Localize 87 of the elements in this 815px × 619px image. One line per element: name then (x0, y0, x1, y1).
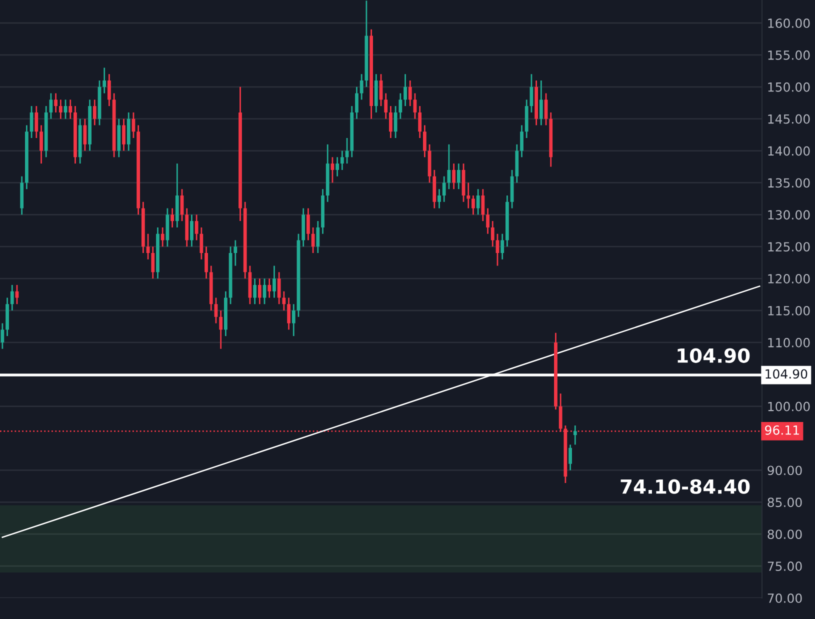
candlestick (190, 214, 194, 248)
candlestick (539, 80, 543, 126)
candlestick (272, 265, 276, 298)
candlestick (277, 271, 281, 305)
band-label: 74.10-84.40 (620, 479, 750, 494)
candlestick (340, 150, 344, 171)
candlestick (330, 156, 334, 184)
candlestick (355, 86, 358, 120)
candlestick (83, 118, 87, 152)
candlestick (54, 92, 58, 114)
y-tick-label: 145.00 (768, 114, 810, 124)
y-tick-label: 160.00 (768, 18, 810, 28)
candlestick (418, 105, 422, 139)
y-tick-label: 80.00 (768, 530, 802, 540)
candlestick (384, 92, 388, 120)
candlestick (568, 444, 572, 471)
text: 104.90 (678, 348, 750, 363)
candlestick (49, 92, 53, 120)
candlestick (204, 246, 208, 280)
candlestick (34, 105, 38, 139)
candlestick (10, 284, 14, 312)
candlestick (413, 92, 417, 120)
candlestick (490, 220, 494, 248)
candlestick (200, 226, 204, 260)
candlestick (404, 73, 407, 107)
candlestick (268, 278, 272, 298)
y-tick-label: 120.00 (768, 274, 810, 284)
y-tick-label: 70.00 (768, 593, 802, 603)
y-tick-label: 130.00 (768, 210, 810, 220)
candlestick (422, 124, 426, 158)
candlestick (292, 303, 296, 337)
candlestick (151, 246, 155, 280)
candlestick (102, 67, 106, 94)
candlestick (253, 278, 257, 305)
candlestick (573, 424, 577, 446)
y-tick-label: 135.00 (768, 178, 810, 188)
candlestick (0, 322, 4, 350)
candlestick (214, 297, 218, 324)
candlestick (408, 80, 412, 107)
candlestick (170, 208, 174, 228)
ref-line-label: 104.90 (766, 369, 808, 379)
candlestick (258, 278, 262, 305)
candlestick (500, 233, 504, 260)
candlestick (234, 240, 238, 266)
candlestick (108, 73, 111, 107)
candlestick (122, 118, 126, 152)
candlestick (394, 105, 398, 139)
candlestick (442, 176, 446, 203)
candlestick (452, 162, 456, 190)
candlestick (389, 105, 392, 139)
candlestick (486, 208, 490, 235)
candlestick (316, 220, 320, 254)
y-tick-label: 155.00 (768, 50, 810, 60)
candlestick (336, 156, 340, 178)
candlestick (146, 233, 150, 260)
candlestick (398, 92, 402, 120)
candlestick (92, 98, 96, 126)
candlestick (360, 73, 364, 100)
candlestick (306, 208, 310, 241)
candlestick (544, 92, 548, 126)
candlestick (58, 98, 62, 120)
y-tick-label: 85.00 (768, 498, 802, 508)
y-tick-label: 115.00 (768, 306, 810, 316)
candlestick (68, 98, 72, 120)
y-tick-label: 125.00 (768, 242, 810, 252)
y-tick-label: 140.00 (768, 146, 810, 156)
candlestick (438, 188, 441, 209)
candlestick (287, 297, 290, 330)
y-tick-label: 75.00 (768, 562, 802, 571)
candlestick (520, 124, 524, 158)
y-tick-label: 110.00 (768, 338, 810, 348)
candlestick (481, 188, 485, 222)
candlestick (194, 214, 198, 241)
y-tick-label: 100.00 (768, 402, 810, 412)
candlestick (472, 194, 475, 216)
candlestick (456, 162, 460, 190)
candlestick (40, 124, 43, 164)
candlestick (219, 310, 223, 350)
ref-line-label: 96.11 (765, 425, 799, 435)
candlestick (64, 98, 68, 120)
candlestick (476, 188, 480, 216)
candlestick (282, 290, 286, 312)
y-tick-label: 90.00 (768, 466, 802, 476)
candlestick (160, 226, 164, 248)
candlestick (466, 182, 470, 209)
candlestick (496, 233, 500, 266)
y-tick-label: 150.00 (768, 82, 810, 92)
